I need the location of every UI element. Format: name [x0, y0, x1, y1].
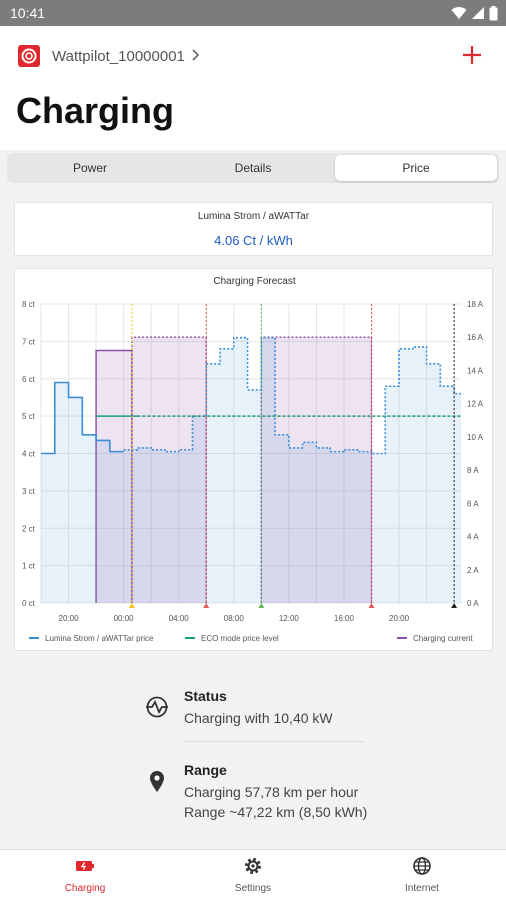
- charging-forecast-chart: Charging Forecast 0 ct 1 ct 2 ct 3 ct 4 ct 5 c…: [22, 276, 484, 643]
- status-title: Status: [184, 688, 227, 704]
- battery-charging-icon: [76, 861, 94, 871]
- charging-current-area: [96, 350, 132, 603]
- range-estimate: Range ~47,22 km (8,50 kWh): [184, 804, 368, 820]
- tab-details[interactable]: Details: [234, 161, 272, 175]
- legend-label: Lumina Strom / aWATTar price: [45, 634, 154, 643]
- x-tick-label: 04:00: [169, 614, 190, 623]
- app-header: Wattpilot_10000001 Charging: [0, 26, 506, 150]
- y-left-tick-label: 3 ct: [22, 487, 36, 496]
- y-right-tick-label: 10 A: [467, 433, 484, 442]
- gear-icon: [245, 858, 261, 874]
- fronius-logo-icon: [18, 45, 40, 67]
- y-left-tick-label: 6 ct: [22, 375, 36, 384]
- current-price-card: Lumina Strom / aWATTar 4.06 Ct / kWh: [14, 202, 493, 256]
- status-item: Status Charging with 10,40 kW: [140, 684, 380, 744]
- y-right-tick-label: 6 A: [467, 499, 479, 508]
- chart-title: Charging Forecast: [213, 276, 295, 287]
- nav-charging[interactable]: Charging: [25, 850, 145, 900]
- time-marker: [258, 603, 265, 608]
- charging-status-icon: [146, 696, 168, 718]
- price-line-forecast: [123, 336, 461, 455]
- y-right-tick-label: 2 A: [467, 566, 479, 575]
- tab-power[interactable]: Power: [72, 161, 107, 175]
- y-right-tick-label: 0 A: [467, 599, 479, 608]
- x-tick-label: 16:00: [334, 614, 355, 623]
- y-right-tick-label: 8 A: [467, 466, 479, 475]
- price-area: [41, 337, 461, 603]
- nav-internet-label: Internet: [405, 883, 439, 894]
- nav-internet[interactable]: Internet: [362, 850, 482, 900]
- y-left-tick-label: 5 ct: [22, 412, 36, 421]
- divider: [184, 741, 364, 742]
- charging-current-line: [131, 336, 207, 603]
- status-icons: [451, 5, 498, 21]
- y-right-tick-label: 14 A: [467, 366, 484, 375]
- y-left-tick-label: 8 ct: [22, 300, 36, 309]
- x-tick-label: 12:00: [279, 614, 300, 623]
- y-left-tick-label: 0 ct: [22, 599, 36, 608]
- charging-forecast-card: Charging Forecast 0 ct 1 ct 2 ct 3 ct 4 ct 5 c…: [14, 268, 493, 651]
- status-bar: 10:41: [0, 0, 506, 26]
- wifi-icon: [451, 7, 467, 20]
- page-title: Charging: [16, 90, 174, 131]
- location-pin-icon: [150, 771, 164, 792]
- current-price: 4.06 Ct / kWh: [214, 233, 293, 248]
- time-marker: [203, 603, 210, 608]
- range-text: Charging 57,78 km per hour Range ~47,22 …: [184, 783, 374, 821]
- nav-charging-label: Charging: [64, 883, 106, 894]
- x-tick-label: 20:00: [389, 614, 410, 623]
- y-right-tick-label: 4 A: [467, 533, 479, 542]
- nav-settings[interactable]: Settings: [193, 850, 313, 900]
- globe-icon: [413, 857, 431, 875]
- add-device-button[interactable]: [460, 43, 484, 67]
- legend-label: Charging current: [413, 634, 473, 643]
- signal-icon: [472, 7, 484, 19]
- legend-label: ECO mode price level: [201, 634, 279, 643]
- x-tick-label: 00:00: [114, 614, 135, 623]
- charging-current-line: [260, 336, 373, 603]
- status-text: Charging with 10,40 kW: [184, 710, 333, 726]
- x-tick-label: 20:00: [59, 614, 80, 623]
- nav-settings-label: Settings: [234, 883, 272, 894]
- time-marker: [451, 603, 458, 608]
- price-line-actual: [41, 381, 124, 455]
- y-left-tick-label: 1 ct: [22, 562, 36, 571]
- bottom-nav: Charging Settings Internet: [0, 849, 506, 900]
- tab-bar: Power Details Price: [7, 153, 499, 183]
- status-time: 10:41: [10, 5, 46, 21]
- time-marker: [128, 603, 135, 608]
- x-tick-label: 08:00: [224, 614, 245, 623]
- provider-name: Lumina Strom / aWATTar: [197, 211, 310, 222]
- time-marker: [368, 603, 375, 608]
- y-left-tick-label: 4 ct: [22, 450, 36, 459]
- device-name[interactable]: Wattpilot_10000001: [52, 48, 185, 65]
- y-left-tick-label: 7 ct: [22, 337, 36, 346]
- y-right-tick-label: 12 A: [467, 400, 484, 409]
- chevron-right-icon[interactable]: [190, 46, 202, 64]
- tab-price[interactable]: Price: [335, 155, 497, 181]
- charging-current-area: [261, 337, 372, 603]
- y-right-tick-label: 18 A: [467, 300, 484, 309]
- range-charging-rate: Charging 57,78 km per hour: [184, 784, 359, 800]
- battery-icon: [489, 5, 498, 20]
- range-title: Range: [184, 762, 227, 778]
- charging-current-area: [131, 337, 207, 603]
- y-right-tick-label: 16 A: [467, 333, 484, 342]
- range-item: Range Charging 57,78 km per hour Range ~…: [140, 758, 380, 848]
- y-left-tick-label: 2 ct: [22, 524, 36, 533]
